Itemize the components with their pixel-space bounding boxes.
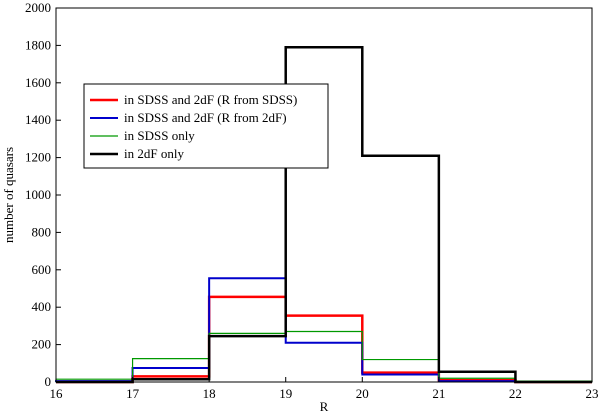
legend-label: in SDSS only [124, 128, 195, 143]
x-tick-label: 21 [432, 386, 445, 401]
series-3-histogram [55, 330, 593, 382]
legend-label: in 2dF only [124, 146, 184, 161]
y-axis-title: number of quasars [1, 147, 16, 243]
x-tick-label: 23 [586, 386, 599, 401]
y-tick-label: 0 [45, 374, 52, 389]
y-tick-label: 2000 [25, 0, 51, 15]
x-tick-label: 16 [50, 386, 64, 401]
y-tick-label: 1400 [25, 112, 51, 127]
legend: in SDSS and 2dF (R from SDSS) in SDSS and… [83, 83, 329, 169]
y-tick-label: 1600 [25, 75, 51, 90]
legend-box [83, 83, 329, 169]
y-tick-label: 1200 [25, 150, 51, 165]
x-tick-label: 19 [279, 386, 292, 401]
ticks-layer: 16 17 18 19 20 21 22 23 0 200 400 600 800 1000 1200 140… [25, 0, 599, 401]
series-1-histogram [56, 295, 592, 384]
x-tick-label: 20 [356, 386, 369, 401]
x-tick-label: 22 [509, 386, 522, 401]
y-tick-label: 600 [32, 262, 52, 277]
series-2-histogram [55, 277, 592, 383]
series-layer [55, 46, 593, 384]
series-4-histogram [56, 46, 592, 384]
x-axis-title: R [320, 399, 329, 414]
y-tick-label: 400 [32, 299, 52, 314]
plot-frame [55, 7, 593, 383]
y-tick-label: 800 [32, 224, 52, 239]
x-tick-label: 18 [203, 386, 216, 401]
y-tick-label: 1000 [25, 187, 51, 202]
legend-label: in SDSS and 2dF (R from SDSS) [124, 92, 297, 107]
legend-label: in SDSS and 2dF (R from 2dF) [124, 110, 287, 125]
x-tick-label: 17 [126, 386, 140, 401]
y-tick-label: 200 [32, 337, 52, 352]
y-tick-label: 1800 [25, 37, 51, 52]
